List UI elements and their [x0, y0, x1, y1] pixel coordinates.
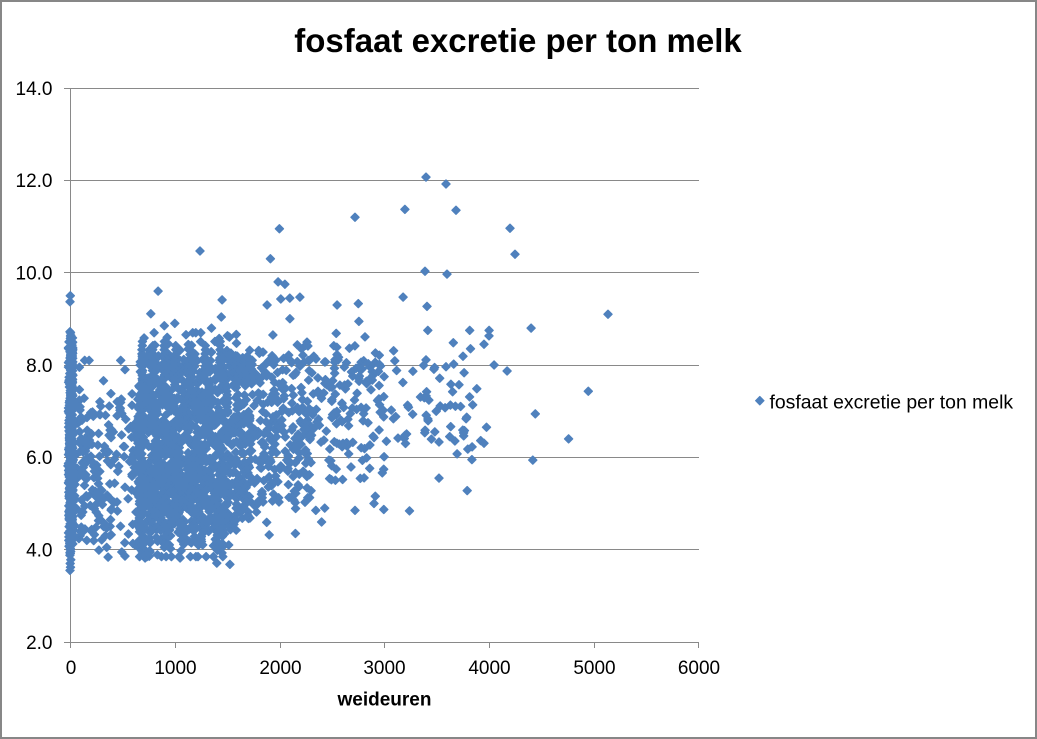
svg-text:14.0: 14.0: [16, 79, 53, 100]
svg-text:weideuren: weideuren: [337, 690, 432, 711]
svg-text:5000: 5000: [573, 658, 615, 679]
svg-text:4.0: 4.0: [26, 541, 52, 562]
svg-text:3000: 3000: [363, 658, 405, 679]
svg-text:0: 0: [66, 658, 77, 679]
svg-text:fosfaat excretie per ton melk: fosfaat excretie per ton melk: [294, 22, 742, 59]
svg-text:6.0: 6.0: [26, 448, 52, 469]
svg-text:2000: 2000: [259, 658, 301, 679]
svg-text:2.0: 2.0: [26, 633, 52, 654]
svg-text:12.0: 12.0: [16, 171, 53, 192]
svg-text:4000: 4000: [468, 658, 510, 679]
svg-text:10.0: 10.0: [16, 264, 53, 285]
svg-text:8.0: 8.0: [26, 356, 52, 377]
svg-text:6000: 6000: [678, 658, 720, 679]
svg-text:1000: 1000: [154, 658, 196, 679]
svg-text:fosfaat excretie per ton melk: fosfaat excretie per ton melk: [770, 391, 1014, 413]
